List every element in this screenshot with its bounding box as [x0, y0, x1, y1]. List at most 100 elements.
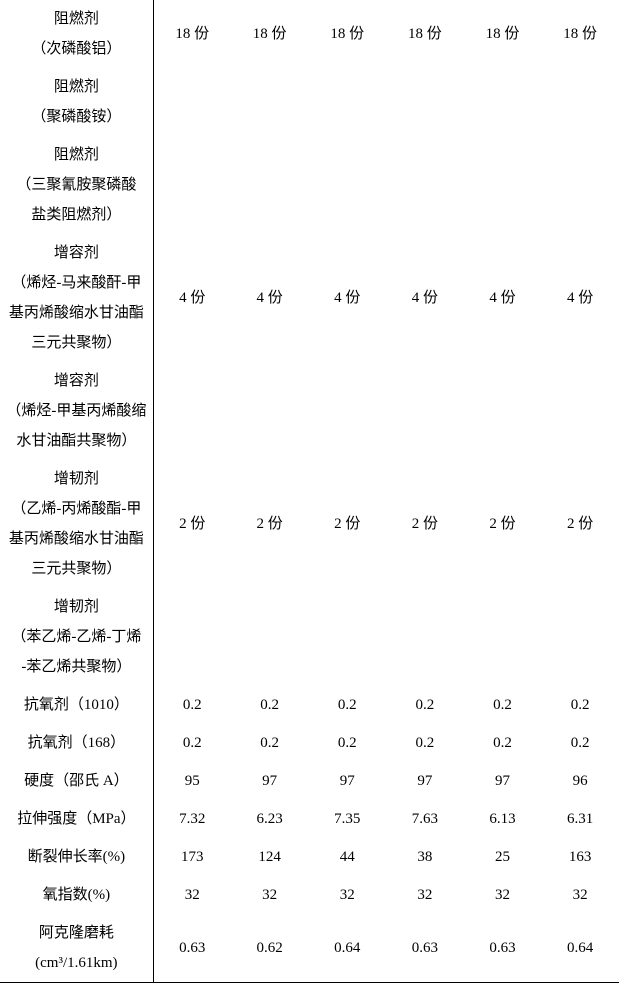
cell-value — [464, 68, 542, 136]
cell-value: 0.2 — [386, 724, 464, 762]
cell-value: 32 — [464, 876, 542, 914]
row-label-line: 基丙烯酸缩水甘油酯 — [2, 524, 151, 554]
cell-value: 0.2 — [231, 724, 309, 762]
cell-value: 32 — [153, 876, 231, 914]
row-label-line: 水甘油酯共聚物） — [2, 426, 151, 456]
cell-value: 6.31 — [541, 800, 619, 838]
row-label: 抗氧剂（1010） — [0, 686, 153, 724]
table-row: 阻燃剂（次磷酸铝）18 份18 份18 份18 份18 份18 份 — [0, 0, 619, 68]
row-label-line: 三元共聚物） — [2, 328, 151, 358]
cell-value: 2 份 — [153, 460, 231, 588]
row-label-line: 断裂伸长率(%) — [2, 842, 151, 872]
row-label-line: （聚磷酸铵） — [2, 102, 151, 132]
cell-value: 7.35 — [308, 800, 386, 838]
row-label-line: 抗氧剂（1010） — [2, 690, 151, 720]
table-row: 断裂伸长率(%)173124443825163 — [0, 838, 619, 876]
cell-value: 2 份 — [308, 460, 386, 588]
row-label-line: 阿克隆磨耗 — [2, 918, 151, 948]
cell-value — [386, 136, 464, 234]
cell-value — [386, 68, 464, 136]
row-label: 硬度（邵氏 A） — [0, 762, 153, 800]
row-label-line: 拉伸强度（MPa） — [2, 804, 151, 834]
row-label-line: （乙烯-丙烯酸酯-甲 — [2, 494, 151, 524]
table-row: 增韧剂（苯乙烯-乙烯-丁烯-苯乙烯共聚物） — [0, 588, 619, 686]
table-row: 增韧剂（乙烯-丙烯酸酯-甲基丙烯酸缩水甘油酯三元共聚物）2 份2 份2 份2 份… — [0, 460, 619, 588]
cell-value: 4 份 — [541, 234, 619, 362]
cell-value: 0.2 — [386, 686, 464, 724]
cell-value: 4 份 — [464, 234, 542, 362]
cell-value: 18 份 — [541, 0, 619, 68]
cell-value: 0.63 — [464, 914, 542, 983]
cell-value: 2 份 — [231, 460, 309, 588]
cell-value — [231, 362, 309, 460]
cell-value: 0.2 — [308, 686, 386, 724]
row-label: 断裂伸长率(%) — [0, 838, 153, 876]
cell-value: 97 — [464, 762, 542, 800]
cell-value: 0.2 — [308, 724, 386, 762]
cell-value: 2 份 — [541, 460, 619, 588]
cell-value: 0.2 — [153, 724, 231, 762]
row-label: 阻燃剂（聚磷酸铵） — [0, 68, 153, 136]
cell-value: 18 份 — [386, 0, 464, 68]
cell-value: 25 — [464, 838, 542, 876]
row-label-line: 阻燃剂 — [2, 72, 151, 102]
cell-value: 0.64 — [308, 914, 386, 983]
table-row: 拉伸强度（MPa）7.326.237.357.636.136.31 — [0, 800, 619, 838]
cell-value: 6.13 — [464, 800, 542, 838]
row-label-line: 增韧剂 — [2, 592, 151, 622]
table-row: 增容剂（烯烃-马来酸酐-甲基丙烯酸缩水甘油酯三元共聚物）4 份4 份4 份4 份… — [0, 234, 619, 362]
row-label-line: （烯烃-马来酸酐-甲 — [2, 268, 151, 298]
cell-value: 7.32 — [153, 800, 231, 838]
cell-value: 0.2 — [464, 724, 542, 762]
cell-value: 97 — [231, 762, 309, 800]
cell-value: 44 — [308, 838, 386, 876]
cell-value: 163 — [541, 838, 619, 876]
cell-value: 124 — [231, 838, 309, 876]
cell-value: 18 份 — [308, 0, 386, 68]
cell-value — [464, 362, 542, 460]
row-label-line: 阻燃剂 — [2, 4, 151, 34]
row-label: 阿克隆磨耗(cm³/1.61km) — [0, 914, 153, 983]
cell-value: 32 — [308, 876, 386, 914]
row-label-line: 增韧剂 — [2, 464, 151, 494]
table-row: 阻燃剂（聚磷酸铵） — [0, 68, 619, 136]
row-label: 抗氧剂（168） — [0, 724, 153, 762]
row-label: 阻燃剂（次磷酸铝） — [0, 0, 153, 68]
cell-value — [308, 362, 386, 460]
row-label-line: 增容剂 — [2, 366, 151, 396]
cell-value: 32 — [386, 876, 464, 914]
row-label-line: （次磷酸铝） — [2, 34, 151, 64]
cell-value: 32 — [541, 876, 619, 914]
table-row: 硬度（邵氏 A）959797979796 — [0, 762, 619, 800]
cell-value — [308, 136, 386, 234]
cell-value: 4 份 — [153, 234, 231, 362]
cell-value: 18 份 — [153, 0, 231, 68]
row-label: 阻燃剂（三聚氰胺聚磷酸盐类阻燃剂） — [0, 136, 153, 234]
cell-value — [464, 136, 542, 234]
row-label-line: 硬度（邵氏 A） — [2, 766, 151, 796]
cell-value: 7.63 — [386, 800, 464, 838]
cell-value: 4 份 — [308, 234, 386, 362]
cell-value — [541, 362, 619, 460]
cell-value: 4 份 — [231, 234, 309, 362]
row-label-line: 阻燃剂 — [2, 140, 151, 170]
table-row: 抗氧剂（1010）0.20.20.20.20.20.2 — [0, 686, 619, 724]
cell-value: 0.2 — [541, 686, 619, 724]
cell-value — [153, 68, 231, 136]
cell-value — [231, 136, 309, 234]
cell-value — [308, 588, 386, 686]
cell-value: 97 — [386, 762, 464, 800]
row-label-line: 三元共聚物） — [2, 554, 151, 584]
cell-value — [541, 68, 619, 136]
row-label-line: （苯乙烯-乙烯-丁烯 — [2, 622, 151, 652]
row-label: 氧指数(%) — [0, 876, 153, 914]
table-row: 增容剂（烯烃-甲基丙烯酸缩水甘油酯共聚物） — [0, 362, 619, 460]
cell-value — [541, 588, 619, 686]
cell-value: 0.63 — [153, 914, 231, 983]
cell-value: 0.2 — [464, 686, 542, 724]
cell-value: 2 份 — [386, 460, 464, 588]
row-label-line: 增容剂 — [2, 238, 151, 268]
cell-value: 0.62 — [231, 914, 309, 983]
row-label-line: （烯烃-甲基丙烯酸缩 — [2, 396, 151, 426]
cell-value: 173 — [153, 838, 231, 876]
